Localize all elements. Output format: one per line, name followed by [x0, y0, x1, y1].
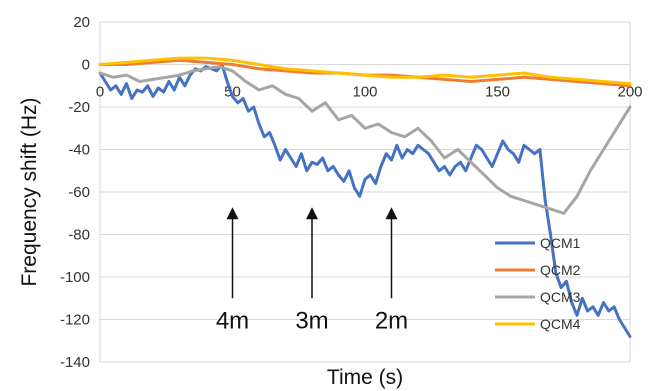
x-tick-label: 0: [96, 84, 104, 101]
x-axis-title: Time (s): [327, 366, 403, 389]
plot-area: 200-20-40-60-80-100-120-140 0 50 100 150 200: [60, 14, 643, 371]
legend: QCM1 QCM2 QCM3 QCM4: [495, 235, 581, 332]
legend-label-qcm1: QCM1: [540, 235, 581, 251]
legend-label-qcm2: QCM2: [540, 262, 581, 278]
series-lines: [98, 56, 632, 338]
annotation-label: 3m: [295, 307, 328, 334]
y-tick-label: 0: [82, 57, 90, 74]
y-tick-label: -40: [68, 142, 90, 159]
series-line-qcm1: [98, 63, 632, 338]
y-tick-label: -120: [60, 312, 90, 329]
series-line-qcm3: [98, 65, 632, 215]
y-axis-title: Frequency shift (Hz): [18, 97, 41, 286]
gridlines: [100, 21, 630, 363]
x-tick-labels: 0 50 100 150 200: [96, 84, 643, 101]
annotation-label: 4m: [216, 307, 249, 334]
y-tick-label: -140: [60, 354, 90, 371]
y-tick-labels: 20 0 -20 -40 -60 -80 -100 -120 -140: [60, 14, 90, 371]
annotations: 4m 3m 2m: [216, 207, 408, 334]
legend-label-qcm4: QCM4: [540, 316, 581, 332]
y-tick-label: -80: [68, 227, 90, 244]
y-tick-label: -100: [60, 269, 90, 286]
y-tick-label: 20: [73, 14, 90, 31]
series-line-qcm4: [98, 56, 632, 86]
x-tick-label: 100: [352, 84, 377, 101]
y-tick-label: -20: [68, 99, 90, 116]
x-tick-label: 200: [617, 84, 642, 101]
x-tick-label: 150: [485, 84, 510, 101]
annotation-label: 2m: [375, 307, 408, 334]
y-tick-label: -60: [68, 184, 90, 201]
legend-label-qcm3: QCM3: [540, 289, 581, 305]
